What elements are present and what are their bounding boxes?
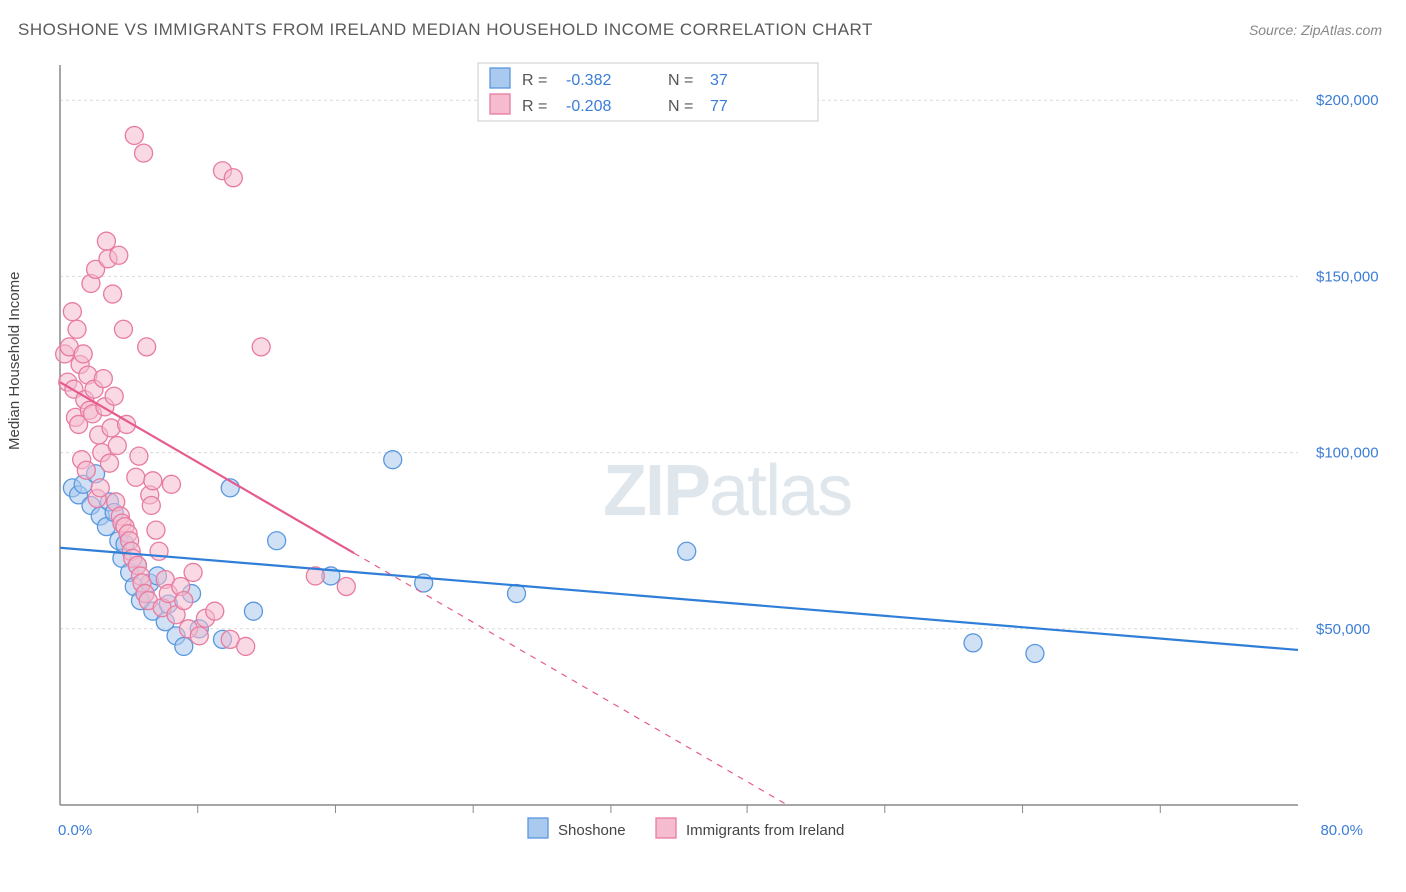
data-point bbox=[337, 578, 355, 596]
data-point bbox=[268, 532, 286, 550]
stats-n-label: N = bbox=[668, 98, 693, 115]
watermark-bold: ZIP bbox=[603, 451, 709, 531]
stats-r-value: -0.208 bbox=[566, 98, 611, 115]
data-point bbox=[144, 472, 162, 490]
data-point bbox=[1026, 644, 1044, 662]
legend-swatch bbox=[528, 818, 548, 838]
stats-n-label: N = bbox=[668, 72, 693, 89]
legend-label: Shoshone bbox=[558, 822, 626, 839]
data-point bbox=[384, 451, 402, 469]
watermark-rest: atlas bbox=[709, 451, 851, 531]
y-tick-label: $100,000 bbox=[1316, 445, 1379, 462]
data-point bbox=[91, 479, 109, 497]
data-point bbox=[77, 461, 95, 479]
data-point bbox=[150, 542, 168, 560]
data-point bbox=[101, 454, 119, 472]
data-point bbox=[130, 447, 148, 465]
data-point bbox=[110, 246, 128, 264]
stats-r-value: -0.382 bbox=[566, 72, 611, 89]
y-tick-label: $50,000 bbox=[1316, 621, 1370, 638]
legend-swatch bbox=[656, 818, 676, 838]
y-tick-label: $200,000 bbox=[1316, 92, 1379, 109]
data-point bbox=[97, 232, 115, 250]
data-point bbox=[68, 320, 86, 338]
data-point bbox=[138, 338, 156, 356]
stats-r-label: R = bbox=[522, 72, 547, 89]
data-point bbox=[678, 542, 696, 560]
legend-label: Immigrants from Ireland bbox=[686, 822, 844, 839]
scatter-chart: ZIPatlas $50,000 $100,000 $150,000 $200,000… bbox=[48, 55, 1388, 855]
legend-swatch bbox=[490, 94, 510, 114]
data-point bbox=[252, 338, 270, 356]
data-point bbox=[508, 585, 526, 603]
data-point bbox=[175, 637, 193, 655]
data-point bbox=[125, 126, 143, 144]
data-point bbox=[206, 602, 224, 620]
data-point bbox=[142, 496, 160, 514]
stats-r-label: R = bbox=[522, 98, 547, 115]
x-tick-label: 80.0% bbox=[1320, 822, 1363, 839]
stats-n-value: 77 bbox=[710, 98, 728, 115]
data-point bbox=[105, 387, 123, 405]
data-point bbox=[114, 320, 132, 338]
data-point bbox=[184, 563, 202, 581]
stats-n-value: 37 bbox=[710, 72, 728, 89]
data-point bbox=[63, 303, 81, 321]
data-point bbox=[94, 370, 112, 388]
data-point bbox=[244, 602, 262, 620]
data-point bbox=[224, 169, 242, 187]
data-point bbox=[147, 521, 165, 539]
data-point bbox=[135, 144, 153, 162]
source-label: Source: ZipAtlas.com bbox=[1249, 22, 1382, 38]
data-point bbox=[175, 592, 193, 610]
data-point bbox=[190, 627, 208, 645]
data-point bbox=[104, 285, 122, 303]
x-tick-label: 0.0% bbox=[58, 822, 92, 839]
legend-swatch bbox=[490, 68, 510, 88]
data-point bbox=[237, 637, 255, 655]
chart-title: SHOSHONE VS IMMIGRANTS FROM IRELAND MEDI… bbox=[18, 20, 873, 40]
watermark: ZIPatlas bbox=[603, 450, 851, 532]
data-point bbox=[74, 345, 92, 363]
data-point bbox=[964, 634, 982, 652]
data-point bbox=[108, 437, 126, 455]
y-tick-label: $150,000 bbox=[1316, 268, 1379, 285]
trend-line bbox=[60, 548, 1298, 650]
y-axis-label: Median Household Income bbox=[6, 272, 23, 450]
data-point bbox=[127, 468, 145, 486]
data-point bbox=[162, 475, 180, 493]
